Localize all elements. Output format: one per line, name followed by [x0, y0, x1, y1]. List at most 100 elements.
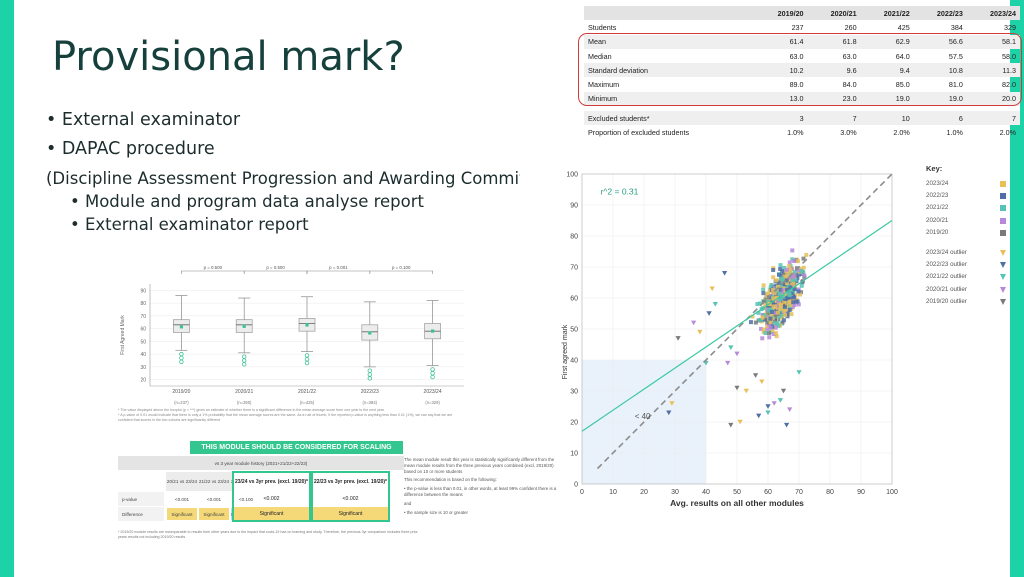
data-point — [787, 275, 792, 280]
outlier-point — [666, 410, 672, 416]
boxplot-notes: * The value displayed above the boxplot … — [118, 408, 463, 423]
data-point — [777, 272, 782, 277]
data-point — [774, 278, 779, 283]
recommendation-text: This recommendation is based on the foll… — [404, 477, 497, 483]
data-point — [790, 248, 795, 253]
data-point — [785, 303, 790, 308]
x-count-label: (n=237) — [174, 400, 189, 405]
stats-value: 3 — [754, 111, 808, 126]
highlight-difference: Significant — [313, 507, 388, 520]
data-point — [771, 332, 776, 337]
key-triangle-icon — [1000, 298, 1006, 305]
x-category-label: 2021/22 — [298, 389, 316, 395]
data-point — [776, 284, 781, 289]
stats-value: 2.0% — [999, 128, 1016, 138]
bullet-external-examinator: • External examinator — [46, 110, 241, 130]
p-value-label: p = 0.100 — [392, 265, 411, 270]
x-category-label: 2020/21 — [235, 389, 253, 395]
stats-value: 82.0 — [1002, 80, 1016, 90]
data-point — [775, 320, 780, 325]
stats-value: 260 — [844, 22, 857, 32]
data-point — [789, 291, 794, 296]
data-point — [776, 323, 781, 328]
x-count-label: (n=384) — [363, 400, 378, 405]
region-label: < 40 — [635, 412, 651, 421]
data-point — [784, 278, 789, 283]
data-point — [769, 283, 774, 288]
outlier-point — [367, 376, 372, 381]
data-point — [802, 273, 807, 278]
stats-value: 1.0% — [787, 128, 804, 138]
data-point — [781, 288, 786, 293]
data-point — [792, 295, 797, 300]
stats-value: 61.4 — [754, 34, 808, 49]
key-title: Key: — [926, 164, 943, 173]
data-point — [782, 265, 787, 270]
data-point — [796, 272, 801, 277]
data-point — [799, 268, 804, 273]
highlight-pvalue: <0.002 — [263, 496, 280, 502]
y-axis-label: First agreed mark — [562, 324, 569, 379]
row-label-pvalue: p-value — [118, 492, 164, 506]
data-point — [796, 289, 801, 294]
outlier-point — [304, 357, 310, 362]
data-point — [787, 307, 792, 312]
data-point — [782, 299, 787, 304]
x-tick-label: 90 — [857, 489, 865, 496]
stats-year-header: 2021/22 — [860, 6, 914, 21]
y-tick-label: 50 — [140, 339, 146, 345]
data-point — [771, 296, 776, 301]
stats-value: 85.0 — [895, 80, 910, 90]
stats-year-header: 2020/21 — [807, 6, 861, 21]
scaling-footnote: * 2019/20 module results are incomparabl… — [118, 530, 418, 539]
x-category-label: 2022/23 — [361, 389, 379, 395]
data-point — [777, 292, 782, 297]
data-point — [781, 282, 786, 287]
slide-title: Provisional mark? — [52, 34, 405, 80]
stats-value: 58.1 — [966, 34, 1020, 49]
data-point — [773, 317, 778, 322]
data-point — [785, 296, 790, 301]
stats-year-header: 2022/23 — [913, 6, 967, 21]
y-tick-label: 50 — [570, 327, 578, 334]
highlight-col-header: 22/23 vs 3yr prev. (excl. 19/20)* — [313, 473, 388, 491]
data-point — [777, 297, 782, 302]
outlier-point — [304, 360, 310, 366]
highlight-difference: Significant — [234, 507, 309, 520]
stats-row-label: Minimum — [584, 91, 755, 107]
data-point — [793, 277, 798, 282]
recommendation-text: and — [404, 500, 412, 506]
data-point — [766, 308, 771, 313]
data-point — [785, 307, 790, 312]
key-label: 2020/21 — [926, 216, 949, 224]
y-tick-label: 90 — [570, 203, 578, 210]
stats-value: 84.0 — [842, 80, 857, 90]
stats-value: 425 — [897, 22, 910, 32]
outlier-point — [430, 367, 435, 372]
outlier-point — [241, 354, 247, 359]
x-count-label: (n=329) — [425, 400, 440, 405]
y-tick-label: 70 — [140, 314, 146, 320]
key-label: 2023/24 outlier — [926, 249, 967, 256]
data-point — [773, 325, 778, 330]
boxplot-note: * The value displayed above the boxplot … — [118, 408, 385, 412]
x-count-label: (n=425) — [300, 400, 315, 405]
stats-row: Minimum 13.0 23.0 19.0 19.0 20.0 — [584, 91, 1020, 107]
data-point — [772, 304, 777, 309]
data-point — [763, 302, 768, 307]
data-point — [760, 336, 765, 341]
x-tick-label: 20 — [640, 489, 648, 496]
x-tick-label: 80 — [826, 489, 834, 496]
data-point — [787, 260, 792, 265]
outlier-point — [706, 311, 712, 316]
stats-value: 7 — [966, 111, 1020, 126]
stats-row-label: Maximum — [588, 80, 620, 90]
scaling-banner: THIS MODULE SHOULD BE CONSIDERED FOR SCA… — [190, 441, 403, 454]
data-point — [785, 314, 790, 319]
stats-year-header: 2023/24 — [966, 6, 1020, 21]
y-tick-label: 70 — [570, 265, 578, 272]
y-tick-label: 30 — [140, 365, 146, 371]
outlier-point — [669, 401, 675, 406]
data-point — [791, 300, 796, 305]
stats-row-label: Students — [588, 22, 617, 32]
